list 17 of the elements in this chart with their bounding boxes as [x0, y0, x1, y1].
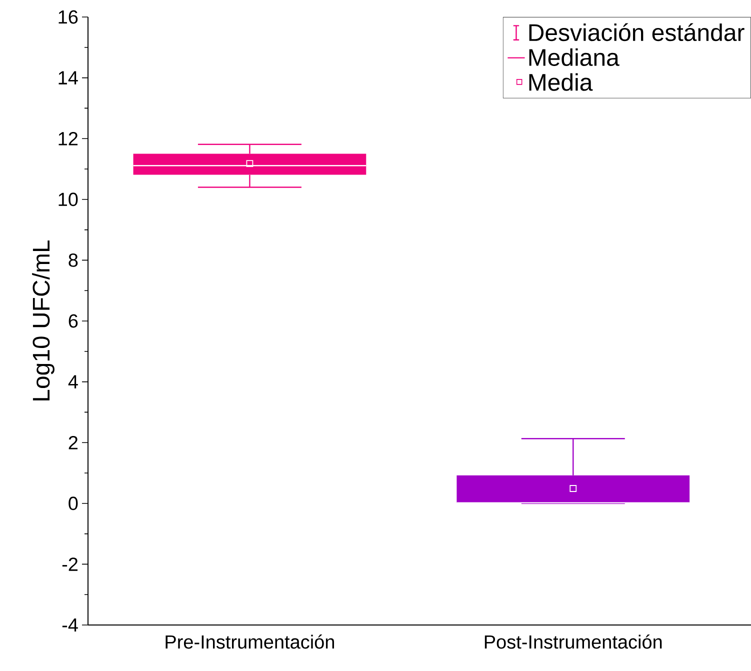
y-tick-label: 4 [68, 375, 78, 388]
y-tick-label: 10 [58, 192, 78, 206]
annotation: Media [529, 73, 593, 91]
y-tick-label: 12 [58, 132, 78, 146]
y-tick-label: 16 [58, 10, 78, 24]
x-tick-label: Post-Instrumentación [484, 634, 662, 649]
y-tick-label: 2 [68, 436, 78, 450]
x-tick-label: Pre-Instrumentación [166, 634, 334, 649]
y-tick-label: 0 [68, 496, 78, 510]
annotation: Mediana [529, 48, 620, 66]
y-axis-title: Log10 UFC/mL [32, 240, 54, 400]
y-tick-label: 14 [58, 71, 78, 84]
y-tick-label: -4 [62, 618, 78, 632]
y-tick-label: 6 [68, 314, 78, 328]
y-tick-label: 8 [68, 253, 78, 267]
y-tick-label: -2 [62, 558, 78, 571]
annotation: Desviación estándar [529, 23, 744, 42]
